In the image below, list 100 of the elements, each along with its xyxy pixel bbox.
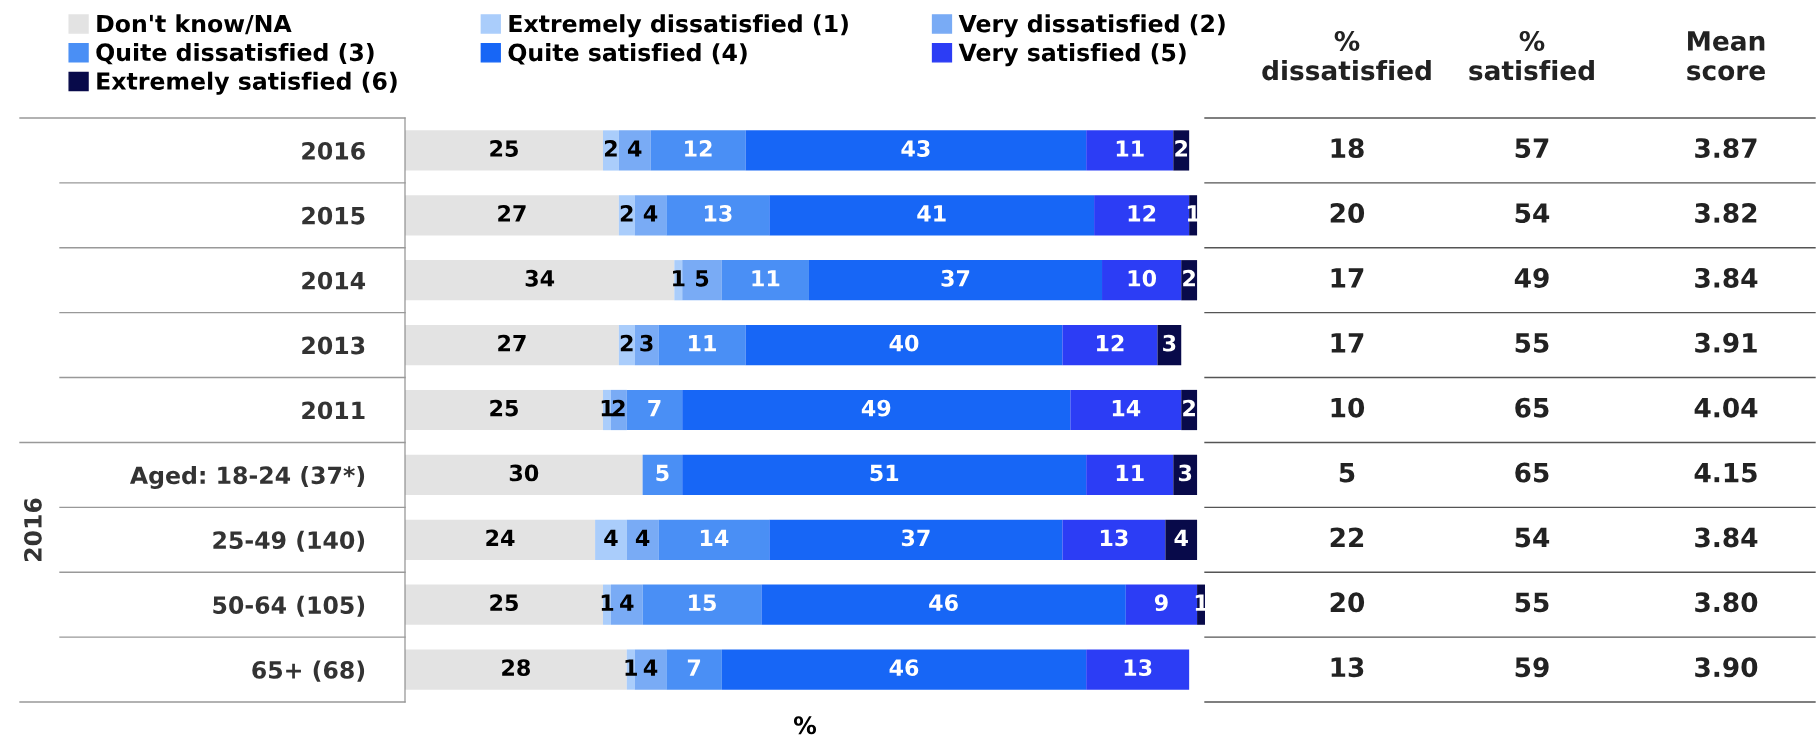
text: 65: [1515, 397, 1549, 418]
data-label: 15: [689, 594, 716, 612]
legend-label: Very dissatisfied (2): [958, 14, 1225, 38]
data-label: 13: [1100, 529, 1128, 547]
data-label: 37: [941, 269, 970, 287]
text: 3.80: [1695, 592, 1758, 613]
data-label: 11: [752, 270, 780, 287]
bar: [721, 260, 809, 301]
text: 4.04: [1694, 397, 1758, 418]
data-label: 4: [643, 659, 658, 676]
data-label: 4: [620, 594, 634, 611]
data-label: 34: [525, 269, 555, 287]
text: 4.15: [1694, 462, 1757, 483]
text: 20: [1330, 592, 1365, 613]
bar: [658, 325, 746, 366]
bar: [745, 325, 1063, 366]
data-label: 3: [1178, 464, 1192, 482]
bar: [1062, 519, 1166, 560]
y-tick-label: 50-64 (105): [213, 595, 365, 617]
bar: [769, 519, 1063, 560]
text: 3.91: [1695, 332, 1757, 353]
data-label: 30: [509, 464, 539, 482]
data-label: 46: [889, 659, 919, 676]
text: 54: [1515, 527, 1550, 548]
text: 65: [1515, 462, 1549, 483]
data-label: 5: [656, 464, 669, 482]
y-tick-label: 2015: [302, 206, 365, 225]
y-tick-label: 2013: [302, 336, 365, 355]
data-label: 14: [1112, 399, 1141, 417]
data-label: 27: [498, 204, 526, 222]
y-tick-label: 2011: [302, 401, 365, 420]
data-label: 2: [1183, 269, 1195, 287]
legend-label: Quite satisfied (4): [508, 43, 747, 65]
bar: [642, 454, 683, 495]
bar: [642, 584, 762, 625]
data-label: 9: [1154, 594, 1168, 612]
text: 5: [1339, 462, 1355, 483]
y-tick-label: 2016: [302, 141, 365, 160]
bar: [1102, 260, 1182, 301]
data-label: 1: [625, 659, 637, 676]
text: 20: [1330, 203, 1365, 223]
data-label: 12: [685, 140, 712, 157]
bar: [769, 195, 1095, 236]
bar: [405, 649, 627, 690]
bar: [1086, 130, 1174, 171]
text: 13: [1331, 657, 1364, 678]
data-label: 12: [1128, 204, 1156, 222]
data-label: 37: [901, 529, 930, 547]
data-label: 46: [929, 594, 958, 612]
data-label: 4: [643, 205, 658, 222]
data-label: 7: [687, 659, 701, 676]
bar: [405, 519, 596, 560]
data-label: 25: [490, 399, 518, 417]
bar: [595, 519, 627, 560]
data-label: 24: [486, 529, 515, 546]
data-label: 25: [490, 140, 518, 157]
data-label: 11: [1116, 140, 1144, 157]
legend-label: Extremely satisfied (6): [97, 71, 397, 95]
data-label: 13: [1124, 659, 1152, 676]
bar: [1086, 649, 1190, 690]
text: 3.84: [1695, 267, 1758, 288]
data-label: 5: [696, 270, 709, 287]
data-label: 41: [917, 205, 946, 222]
text: 18: [1331, 138, 1364, 159]
data-label: 11: [689, 335, 716, 352]
legend-label: Very satisfied (5): [958, 43, 1186, 67]
bar: [658, 519, 770, 560]
data-label: 4: [1174, 529, 1188, 546]
data-label: 51: [870, 464, 899, 482]
text: 10: [1331, 397, 1365, 418]
data-label: 3: [640, 334, 653, 352]
bar: [1062, 325, 1158, 366]
data-label: 10: [1128, 269, 1157, 287]
data-label: 2: [1175, 140, 1188, 157]
text: 17: [1331, 268, 1364, 288]
data-label: 11: [1116, 464, 1144, 482]
data-label: 4: [635, 529, 650, 546]
data-label: 3: [1163, 334, 1176, 352]
text: 2016: [23, 498, 42, 561]
bar: [618, 130, 651, 171]
y-tick-label: 65+ (68): [252, 660, 365, 682]
y-tick-label: Aged: 18-24 (37*): [129, 465, 365, 489]
data-label: 2: [1183, 399, 1195, 417]
legend-label: Quite dissatisfied (3): [96, 42, 374, 65]
legend-label: Don't know/NA: [97, 14, 292, 35]
data-label: 25: [490, 594, 518, 612]
bar: [682, 454, 1087, 495]
data-label: 12: [1097, 334, 1124, 352]
text: 55: [1515, 333, 1549, 353]
data-label: 7: [648, 399, 661, 417]
data-label: 4: [604, 529, 618, 546]
bar: [1086, 454, 1174, 495]
bar: [405, 130, 604, 171]
data-label: 1: [601, 399, 614, 417]
bar: [405, 195, 619, 236]
data-label: 13: [704, 204, 732, 222]
data-label: 2: [604, 140, 617, 157]
data-label: 40: [889, 334, 919, 352]
bar: [626, 389, 683, 431]
data-label: 1: [601, 594, 614, 611]
